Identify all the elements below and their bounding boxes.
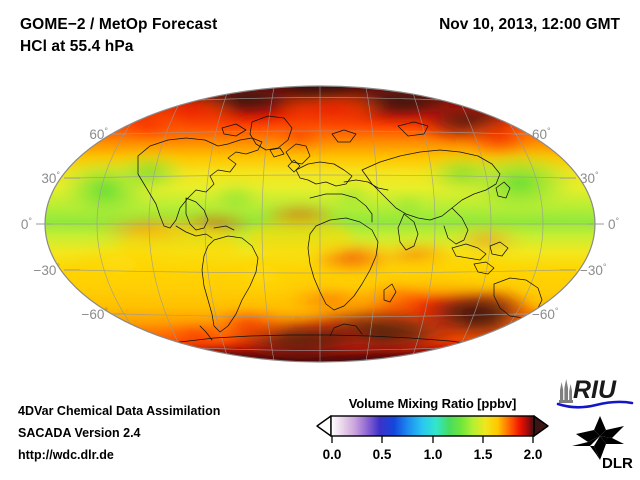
cb-tick-0: 0.0 xyxy=(323,447,342,462)
lat-label-right-m60: −60° xyxy=(532,306,559,322)
colorbar-gradient xyxy=(330,415,535,437)
lat-label-right-30: 30° xyxy=(580,170,599,186)
cb-tick-1: 0.5 xyxy=(373,447,392,462)
footer-url[interactable]: http://wdc.dlr.de xyxy=(18,448,114,462)
colorbar-over-cap xyxy=(533,415,549,437)
cb-tick-4: 2.0 xyxy=(524,447,543,462)
lat-label-left-30: 30° xyxy=(41,170,60,186)
riu-logo: RIU xyxy=(556,376,634,415)
dlr-logo-svg: DLR xyxy=(572,416,633,472)
colorbar-ticks xyxy=(331,436,534,443)
dlr-mark-icon xyxy=(572,416,624,460)
footer-version: SACADA Version 2.4 xyxy=(18,426,141,440)
riu-tower-icon xyxy=(559,379,573,403)
lat-label-left-m30: −30° xyxy=(33,262,60,278)
mollweide-map: 60° 30° 0° −30° −60° 60° 30° 0° −30° −60… xyxy=(21,85,620,363)
graticule xyxy=(45,86,595,362)
dlr-logo: DLR xyxy=(566,414,634,477)
cb-tick-3: 1.5 xyxy=(474,447,493,462)
title-line-instrument: GOME−2 / MetOp Forecast xyxy=(20,16,218,33)
footer-method: 4DVar Chemical Data Assimilation xyxy=(18,404,221,418)
footer-credits: 4DVar Chemical Data Assimilation SACADA … xyxy=(18,400,220,466)
riu-wordmark: RIU xyxy=(573,376,617,404)
colorbar-title: Volume Mixing Ratio [ppbv] xyxy=(348,396,517,411)
lat-label-left-0: 0° xyxy=(21,216,33,232)
colorbar-svg: 0.0 0.5 1.0 1.5 2.0 xyxy=(316,415,549,462)
lat-label-right-60: 60° xyxy=(532,126,551,142)
latitude-labels: 60° 30° 0° −30° −60° 60° 30° 0° −30° −60… xyxy=(21,126,620,322)
lat-label-right-m30: −30° xyxy=(580,262,607,278)
timestamp: Nov 10, 2013, 12:00 GMT xyxy=(439,16,620,33)
page-title: GOME−2 / MetOp Forecast HCl at 55.4 hPa xyxy=(20,14,217,58)
dlr-wordmark: DLR xyxy=(602,455,633,472)
colorbar-under-cap xyxy=(316,415,332,437)
lat-label-right-0: 0° xyxy=(608,216,620,232)
cb-tick-2: 1.0 xyxy=(424,447,443,462)
riu-wave-icon xyxy=(556,400,634,409)
riu-logo-svg: RIU xyxy=(556,376,634,409)
lat-label-left-m60: −60° xyxy=(81,306,108,322)
colorbar: Volume Mixing Ratio [ppbv] xyxy=(315,396,550,466)
map-panel: 60° 30° 0° −30° −60° 60° 30° 0° −30° −60… xyxy=(0,78,640,383)
axis-ticks xyxy=(36,133,604,315)
title-line-species: HCl at 55.4 hPa xyxy=(20,38,134,55)
lat-label-left-60: 60° xyxy=(89,126,108,142)
coastlines xyxy=(137,115,569,353)
